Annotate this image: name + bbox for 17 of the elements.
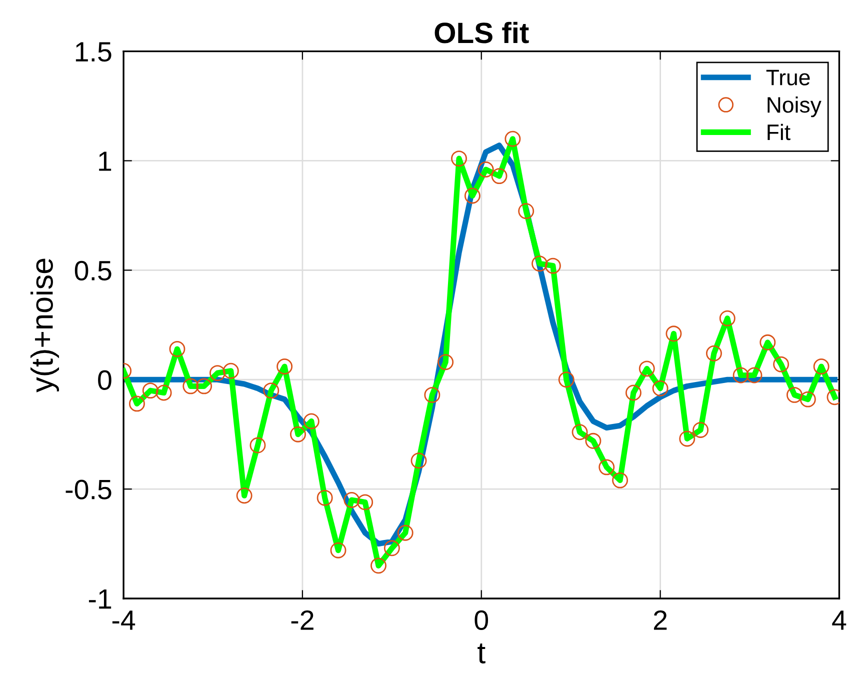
chart-title: OLS fit [434,22,529,44]
y-tick-label: 0 [98,370,112,390]
x-tick-label: -2 [291,610,314,630]
y-tick-label: 1 [99,152,112,171]
x-tick-label: 2 [654,610,667,630]
y-tick-label: -0.5 [66,480,112,500]
x-tick-label: -4 [112,610,136,630]
y-axis-title: y(t)+noise [30,258,60,392]
legend-label: Noisy [768,96,822,118]
legend-label: True [766,70,810,86]
legend-label: Fit [768,124,790,140]
y-tick-label: -1 [88,589,112,609]
y-tick-label: 0.5 [74,260,112,281]
x-tick-label: 4 [832,610,846,630]
y-tick-label: 1.5 [76,42,112,62]
x-axis-title: t [478,643,486,664]
x-tick-label: 0 [474,610,488,630]
